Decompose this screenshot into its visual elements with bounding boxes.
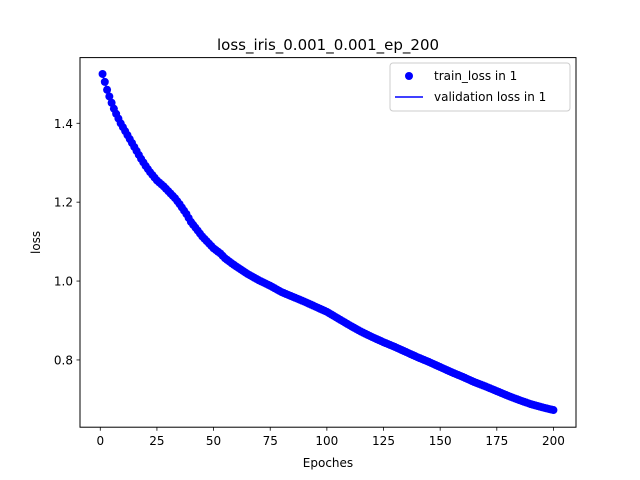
x-tick-label: 200 xyxy=(542,434,565,448)
x-axis: 0 25 50 75 100 125 150 175 200 xyxy=(96,427,565,448)
x-tick-label: 100 xyxy=(315,434,338,448)
x-tick-label: 150 xyxy=(429,434,452,448)
x-tick-label: 0 xyxy=(96,434,104,448)
x-tick-label: 175 xyxy=(485,434,508,448)
plot-frame xyxy=(79,57,577,428)
legend-label-train-loss: train_loss in 1 xyxy=(434,69,517,83)
plot-content xyxy=(98,69,558,415)
validation-loss-line xyxy=(101,73,554,411)
legend: train_loss in 1 validation loss in 1 xyxy=(389,62,571,112)
y-tick-label: 1.4 xyxy=(54,117,73,131)
x-tick-label: 25 xyxy=(149,434,164,448)
chart-title: loss_iris_0.001_0.001_ep_200 xyxy=(217,36,439,55)
y-tick-label: 0.8 xyxy=(54,353,73,367)
y-axis: 0.8 1.0 1.2 1.4 xyxy=(54,117,80,367)
x-tick-label: 75 xyxy=(263,434,278,448)
x-tick-label: 125 xyxy=(372,434,395,448)
legend-label-validation-loss: validation loss in 1 xyxy=(434,90,546,104)
x-axis-label: Epoches xyxy=(303,456,353,470)
y-axis-label: loss xyxy=(29,231,43,254)
legend-frame xyxy=(389,62,571,112)
legend-marker-train-loss xyxy=(405,72,413,80)
x-tick-label: 50 xyxy=(206,434,221,448)
y-tick-label: 1.2 xyxy=(54,196,73,210)
y-tick-label: 1.0 xyxy=(54,275,73,289)
